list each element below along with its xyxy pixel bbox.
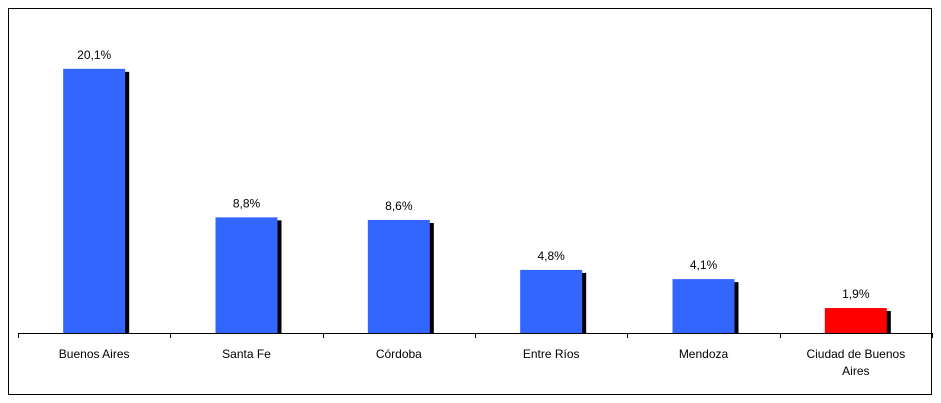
bar-mendoza bbox=[672, 279, 735, 333]
bar-entre-ríos bbox=[520, 269, 583, 333]
data-label: 4,1% bbox=[690, 258, 718, 272]
bar-córdoba bbox=[367, 219, 430, 333]
category-label: Entre Ríos bbox=[523, 347, 580, 361]
data-label: 20,1% bbox=[77, 48, 111, 62]
category-label: Buenos Aires bbox=[59, 347, 130, 361]
category-label: Ciudad de Buenos Aires bbox=[806, 347, 905, 378]
data-label: 8,6% bbox=[385, 199, 413, 213]
category-label: Santa Fe bbox=[222, 347, 271, 361]
data-label: 1,9% bbox=[842, 287, 870, 301]
category-label: Córdoba bbox=[376, 347, 422, 361]
x-axis-ticks-group bbox=[18, 333, 933, 338]
chart-frame bbox=[8, 8, 932, 395]
bar-santa-fe bbox=[215, 217, 278, 333]
category-labels-group: Buenos Aires Santa Fe Córdoba Entre Ríos Men… bbox=[59, 347, 905, 378]
bar-buenos-aires bbox=[63, 68, 126, 333]
data-label: 8,8% bbox=[233, 196, 261, 210]
data-label: 4,8% bbox=[537, 249, 565, 263]
data-labels-group: 20,1% 8,8% 8,6% 4,8% 4,1% 1,9% bbox=[77, 48, 870, 301]
category-label: Mendoza bbox=[679, 347, 729, 361]
bars-group bbox=[63, 68, 891, 333]
bar-ciudad-de-buenos-aires bbox=[824, 308, 887, 333]
